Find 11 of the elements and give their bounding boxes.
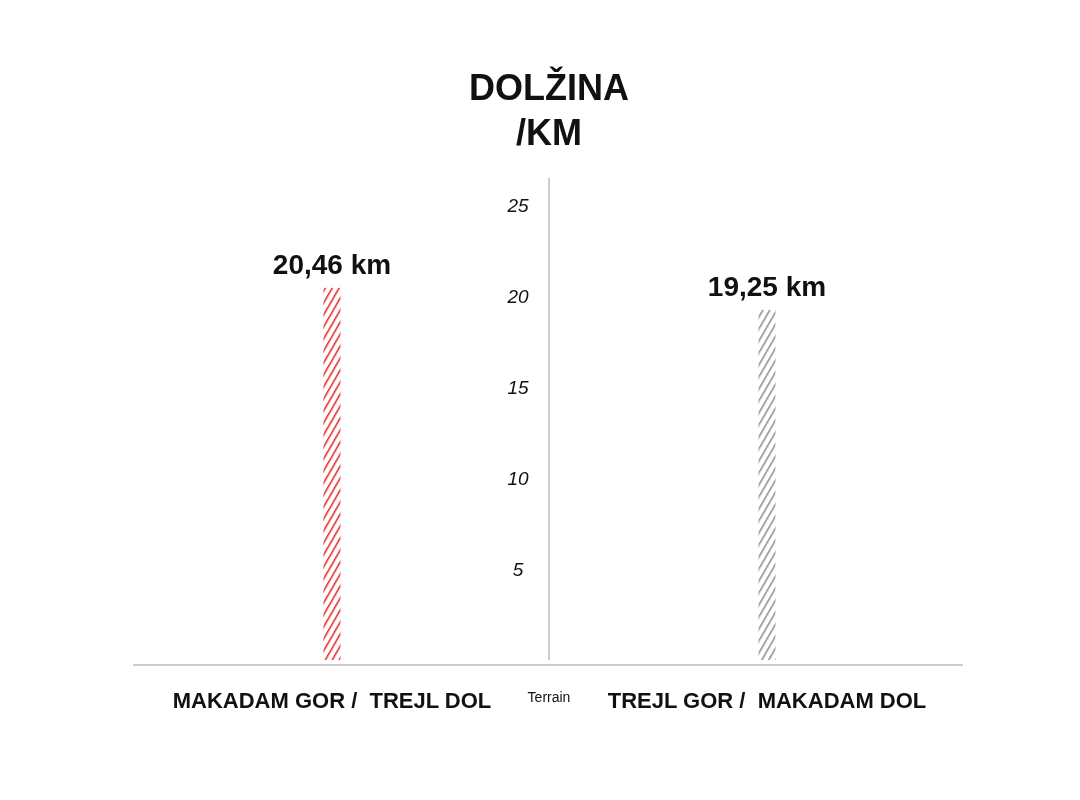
y-tick-label: 25 [506,194,529,216]
x-tick-label: TREJL GOR / MAKADAM DOL [607,688,927,713]
data-label: 19,25 km [707,270,827,302]
y-tick-label: 15 [507,376,529,398]
y-tick-label: 5 [512,558,524,580]
data-label: 20,46 km [272,248,392,280]
x-axis-title: Terrain [527,689,571,705]
chart-title: DOLŽINA /KM [469,66,629,153]
x-tick-label: MAKADAM GOR / TREJL DOL [172,688,492,713]
y-tick-label: 10 [507,467,529,489]
y-tick-label: 20 [506,285,529,307]
